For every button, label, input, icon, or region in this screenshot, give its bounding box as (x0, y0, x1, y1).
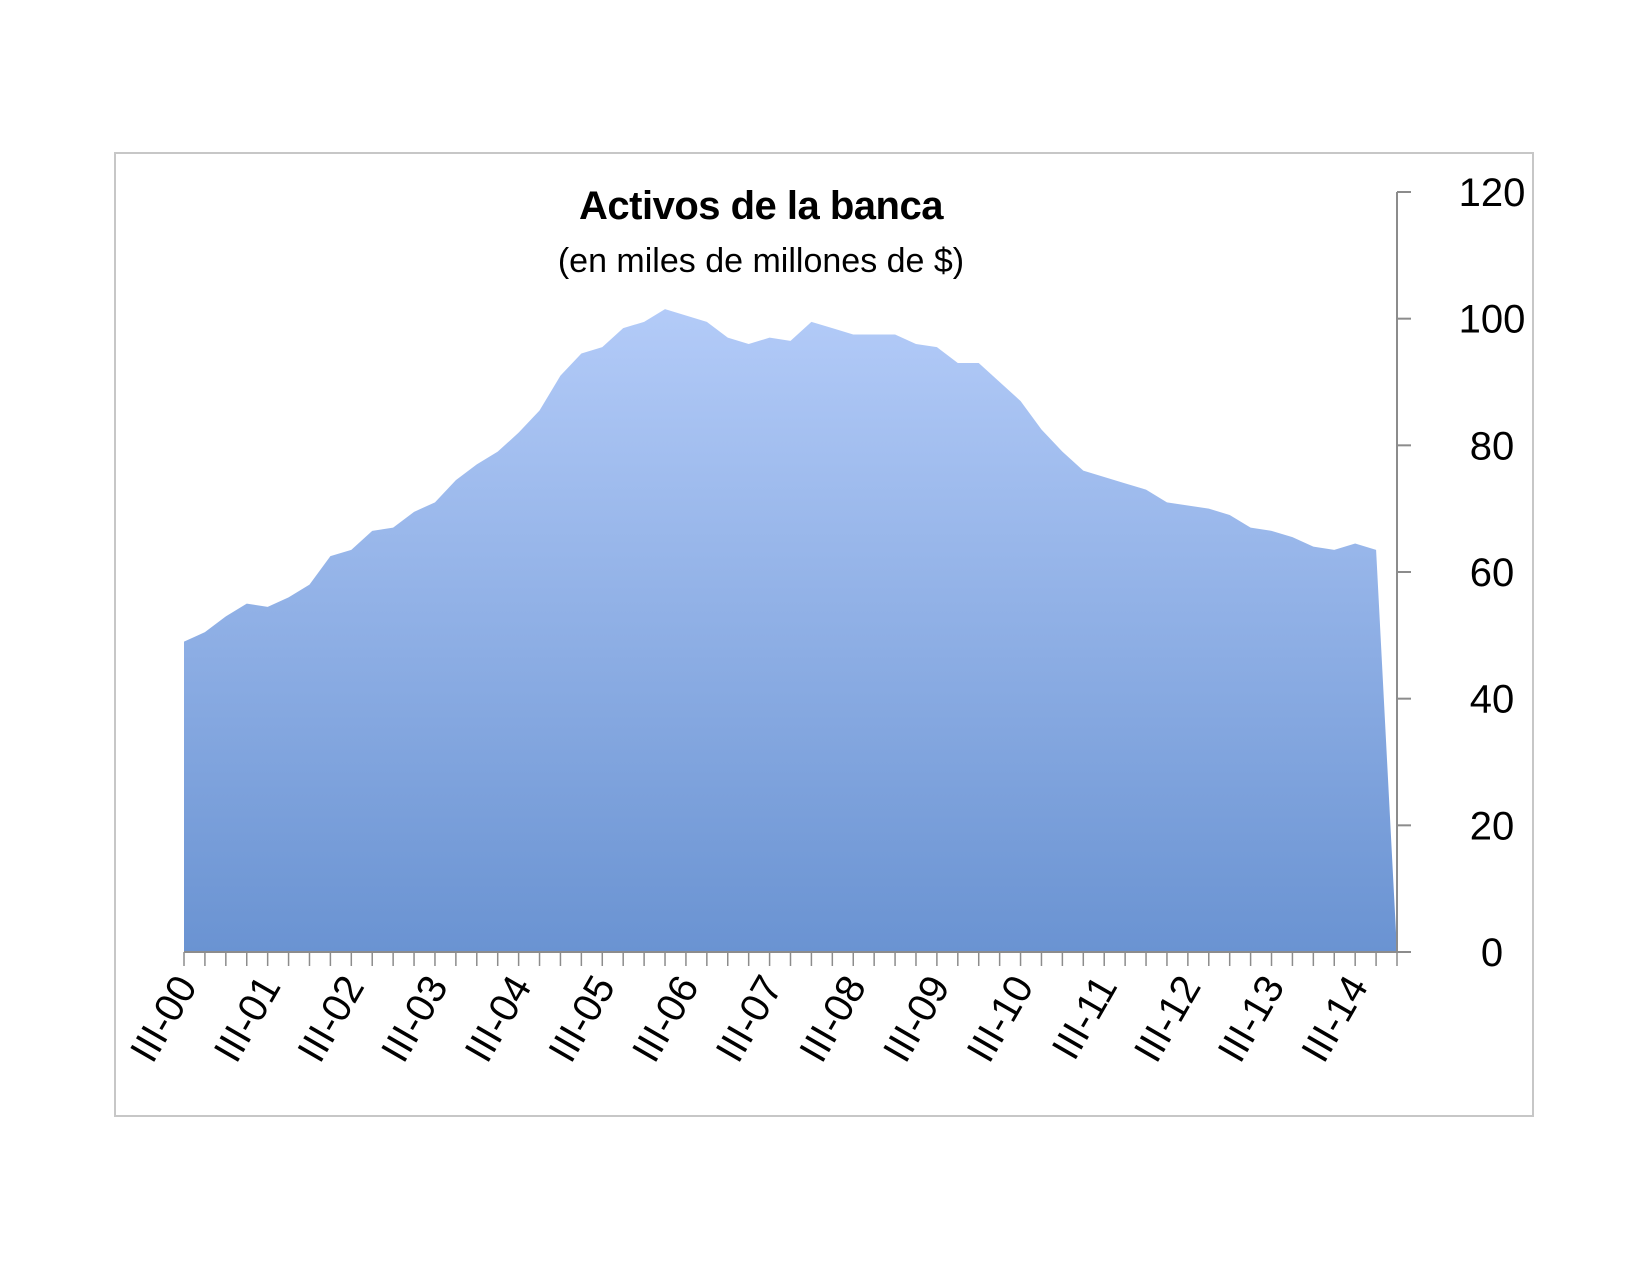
y-tick-label: 120 (1459, 171, 1526, 215)
y-tick-label: 100 (1459, 298, 1526, 342)
x-tick-label: III-06 (624, 969, 708, 1070)
series-area (184, 309, 1397, 952)
x-tick-label: III-10 (959, 969, 1043, 1070)
chart-subtitle: (en miles de millones de $) (557, 242, 965, 280)
chart-title: Activos de la banca (579, 184, 943, 228)
y-tick-label: 40 (1470, 678, 1515, 722)
x-tick-label: III-07 (708, 969, 792, 1070)
x-tick-label: III-11 (1044, 969, 1126, 1067)
x-tick-label: III-09 (875, 968, 959, 1069)
x-tick-label: III-05 (540, 969, 624, 1070)
x-tick-label: III-04 (457, 969, 541, 1070)
x-tick-label: III-03 (373, 969, 457, 1070)
y-tick-label: 80 (1470, 424, 1515, 468)
x-tick-label: III-01 (206, 969, 290, 1070)
y-tick-label: 20 (1470, 804, 1515, 848)
y-tick-label: 60 (1470, 551, 1515, 595)
y-tick-label: 0 (1481, 931, 1503, 975)
x-tick-label: III-14 (1293, 969, 1377, 1070)
x-tick-label: III-08 (791, 969, 875, 1070)
x-tick-label: III-02 (289, 969, 373, 1070)
x-tick-label: III-12 (1126, 969, 1210, 1070)
x-tick-label: III-00 (122, 969, 206, 1070)
x-tick-label: III-13 (1210, 969, 1294, 1070)
